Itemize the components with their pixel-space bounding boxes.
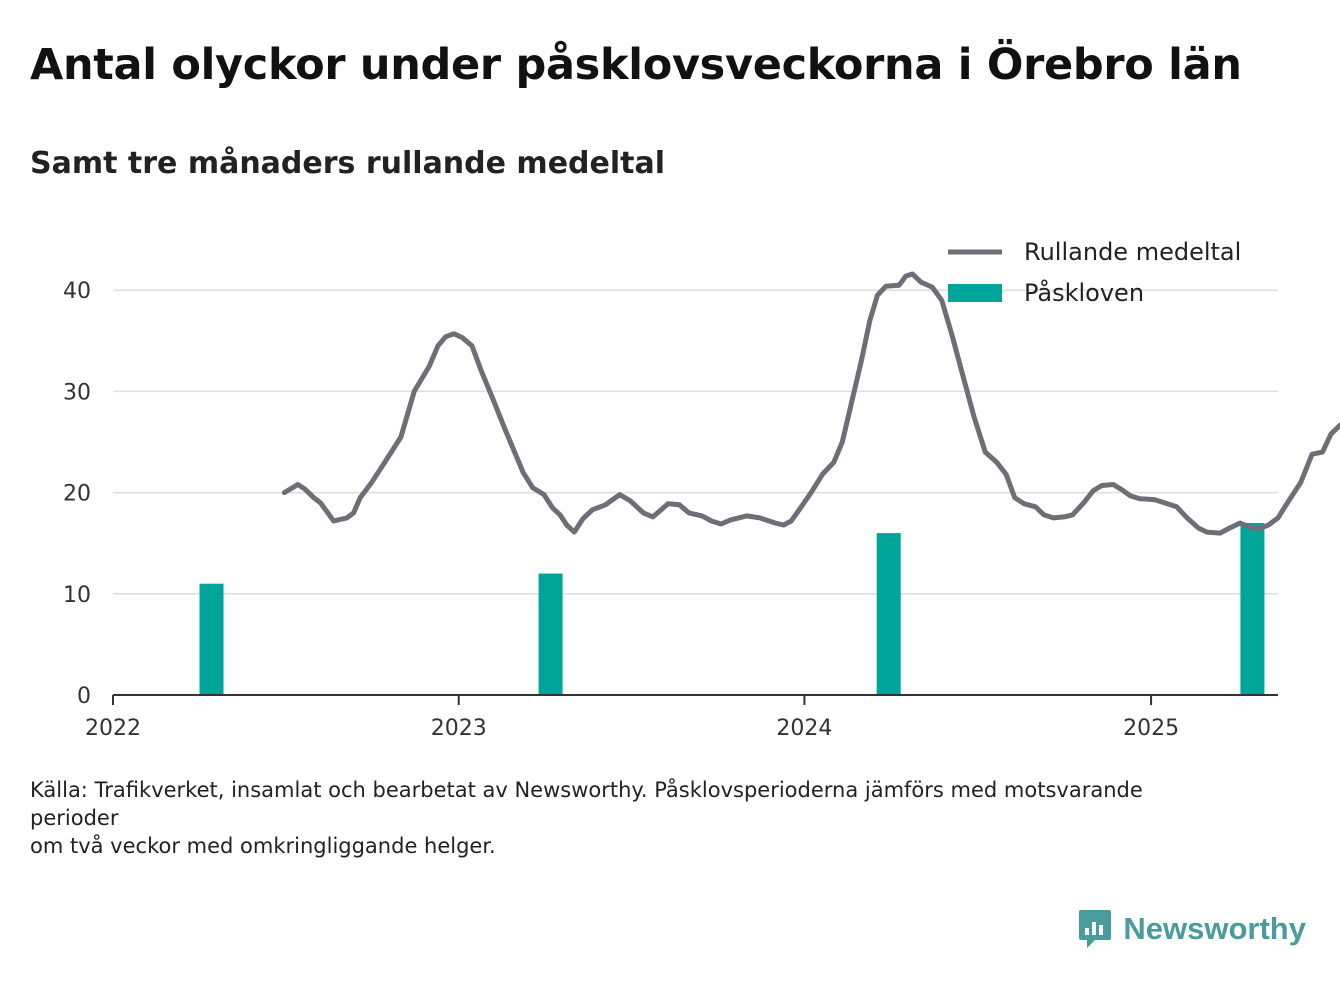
bar-paskloven bbox=[1240, 522, 1265, 695]
bar-paskloven bbox=[538, 573, 563, 695]
y-tick-label: 30 bbox=[63, 380, 91, 405]
grid-lines: 0 10 20 30 40 bbox=[63, 279, 1278, 709]
legend-swatch-bar bbox=[948, 284, 1002, 302]
legend: Rullande medeltal Påskloven bbox=[948, 238, 1241, 307]
newsworthy-logo-icon bbox=[1079, 910, 1112, 948]
x-axis: 2022 2023 2024 2025 bbox=[85, 694, 1278, 741]
x-tick-label: 2024 bbox=[776, 716, 832, 741]
y-tick-label: 20 bbox=[63, 482, 91, 507]
footnote-line-2: perioder bbox=[30, 806, 119, 830]
x-tick-label: 2025 bbox=[1123, 716, 1179, 741]
source-footnote: Källa: Trafikverket, insamlat och bearbe… bbox=[30, 776, 1230, 860]
y-tick-label: 0 bbox=[77, 684, 91, 709]
line-series-rullande-medeltal bbox=[281, 271, 1340, 536]
footnote-line-1: Källa: Trafikverket, insamlat och bearbe… bbox=[30, 778, 1143, 802]
legend-label: Rullande medeltal bbox=[1024, 238, 1241, 266]
chart-title: Antal olyckor under påsklovsveckorna i Ö… bbox=[30, 40, 1242, 90]
chart-subtitle: Samt tre månaders rullande medeltal bbox=[30, 146, 666, 181]
chart: 0 10 20 30 40 2022 2023 2024 2025 Rullande mede… bbox=[63, 238, 1340, 741]
bar-series-paskloven bbox=[199, 522, 1265, 695]
y-tick-label: 10 bbox=[63, 583, 91, 608]
footnote-line-3: om två veckor med omkringliggande helger… bbox=[30, 834, 496, 858]
x-tick-label: 2022 bbox=[85, 716, 141, 741]
x-tick-label: 2023 bbox=[431, 716, 487, 741]
line-rullande-medeltal bbox=[281, 271, 1340, 536]
legend-label: Påskloven bbox=[1024, 278, 1144, 307]
brand-name: Newsworthy bbox=[1123, 911, 1306, 946]
bar-paskloven bbox=[876, 533, 901, 695]
bar-paskloven bbox=[199, 583, 224, 695]
y-tick-label: 40 bbox=[63, 279, 91, 304]
brand-logo: Newsworthy bbox=[1077, 908, 1306, 950]
